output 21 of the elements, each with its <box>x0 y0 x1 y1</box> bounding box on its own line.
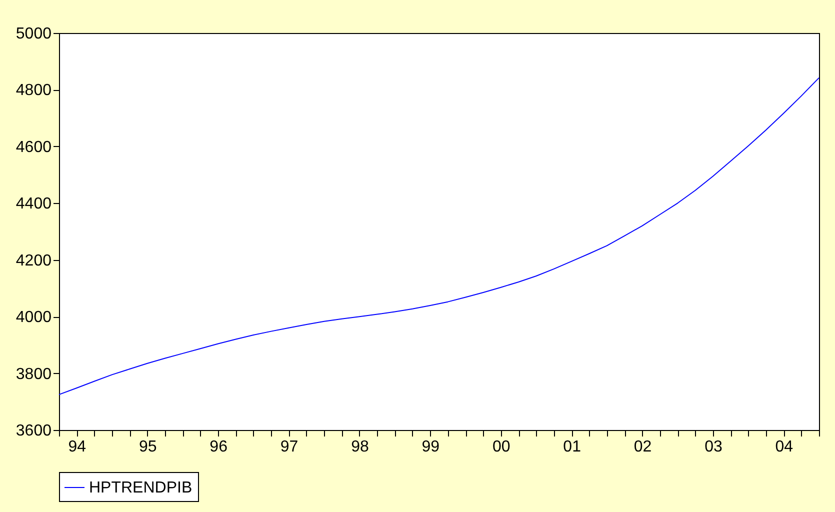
x-tick-label: 95 <box>138 438 157 456</box>
x-tick-label: 98 <box>351 438 369 456</box>
y-tick-label: 4400 <box>16 196 52 213</box>
y-tick-label: 5000 <box>16 26 52 42</box>
line-series <box>58 77 820 396</box>
x-tick-label: 02 <box>634 438 652 456</box>
x-tick-label: 03 <box>704 438 722 456</box>
y-tick-label: 4600 <box>16 138 52 156</box>
y-tick-label: 4200 <box>16 252 52 270</box>
y-tick-label: 3800 <box>16 366 52 383</box>
x-tick-label: 01 <box>563 438 582 456</box>
x-tick-label: 99 <box>422 438 440 456</box>
legend-label: HPTRENDPIB <box>89 480 192 496</box>
x-tick-label: 97 <box>280 438 298 456</box>
x-tick-label: 00 <box>492 438 510 456</box>
x-tick-label: 96 <box>210 438 228 456</box>
y-tick-label: 3600 <box>16 422 52 440</box>
x-tick-label: 94 <box>68 438 86 456</box>
y-tick-label: 4000 <box>16 309 52 326</box>
y-tick-label: 4800 <box>16 82 52 100</box>
x-tick-label: 04 <box>775 438 794 456</box>
